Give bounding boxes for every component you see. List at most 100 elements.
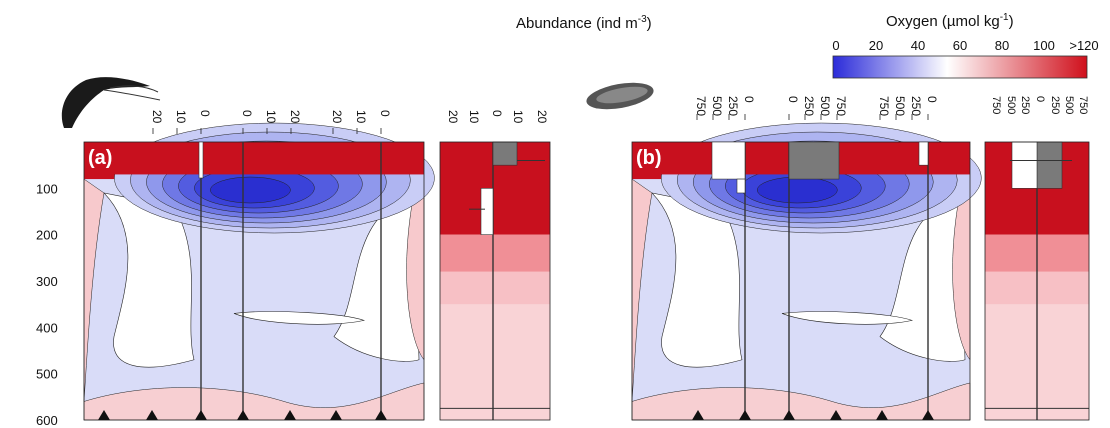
colorbar-tick: 100 [1033, 38, 1055, 53]
station-marker [830, 410, 842, 420]
oxygen-band [952, 178, 971, 361]
summary-tick-label: 10 [467, 110, 481, 124]
station-marker [375, 410, 387, 420]
station-marker [195, 410, 207, 420]
station-marker [146, 410, 158, 420]
profile-tick-label: 750 [877, 96, 891, 116]
colorbar-tick: 0 [832, 38, 840, 53]
profile-tick-label: 0 [786, 96, 800, 103]
profile-tick-label: 20 [150, 110, 164, 124]
profile-tick-label: 10 [264, 110, 278, 124]
station-marker [284, 410, 296, 420]
oxygen-band [83, 382, 425, 421]
krill-antennae [103, 85, 161, 101]
summary-panel [439, 141, 551, 421]
oxygen-contour [757, 176, 838, 204]
abundance-bar [198, 141, 204, 179]
summary-frame [439, 141, 551, 421]
abundance-bar [711, 141, 746, 180]
oxygen-band [406, 178, 425, 361]
profile-tick-label: 20 [330, 110, 344, 124]
profile-tick-label: 10 [174, 110, 188, 124]
summary-tick-label: 0 [1034, 96, 1046, 102]
oxygen-patch [233, 311, 366, 325]
summary-tick-label: 20 [446, 110, 460, 124]
oxygen-contour [210, 176, 291, 204]
y-tick-label: 600 [36, 413, 58, 428]
abundance-bar [736, 178, 746, 194]
summary-tick-label: 500 [1063, 96, 1075, 114]
panel-label: (a) [88, 147, 112, 169]
profile-tick-label: 750 [694, 96, 708, 116]
station-marker [783, 410, 795, 420]
summary-bar-night [1036, 141, 1063, 189]
oxygen-patch [103, 192, 195, 368]
station-marker [922, 410, 934, 420]
summary-panel [984, 141, 1090, 421]
station-marker [330, 410, 342, 420]
colorbar-tick: 20 [868, 38, 884, 53]
summary-tick-label: 0 [490, 110, 504, 117]
summary-tick-label: 10 [511, 110, 525, 124]
summary-bar-day [1011, 141, 1038, 189]
station-marker [692, 410, 704, 420]
station-marker [739, 410, 751, 420]
summary-band [440, 271, 550, 305]
profile-tick-label: 250 [726, 96, 740, 116]
oxygen-band [83, 178, 105, 402]
y-tick-label: 200 [36, 228, 58, 243]
colorbar-title: Oxygen (µmol kg-1) [886, 12, 1014, 30]
y-tick-label: 500 [36, 367, 58, 382]
colorbar-tick: 60 [952, 38, 968, 53]
profile-tick-label: 250 [802, 96, 816, 116]
profile-tick-label: 0 [198, 110, 212, 117]
profile-tick-label: 20 [288, 110, 302, 124]
colorbar-tick: 80 [994, 38, 1010, 53]
oxygen-band [631, 178, 653, 402]
colorbar-title-text: Oxygen (µmol kg [886, 13, 1000, 30]
oxygen-section [83, 122, 435, 421]
copepod-body [596, 86, 648, 104]
oxygen-patch [651, 192, 743, 368]
summary-bar-day [480, 188, 494, 235]
section-frame [83, 141, 425, 421]
abundance-title-sup: -3 [637, 14, 647, 25]
panel-label: (b) [636, 147, 662, 169]
profile-tick-label: 500 [818, 96, 832, 116]
profile-tick-label: 0 [240, 110, 254, 117]
profile-tick-label: 0 [378, 110, 392, 117]
oxygen-patch [781, 311, 914, 325]
summary-frame [984, 141, 1090, 421]
station-marker [98, 410, 110, 420]
profile-tick-label: 500 [710, 96, 724, 116]
summary-bar-night [492, 141, 518, 166]
abundance-axis-title: Abundance (ind m-3) [516, 14, 652, 32]
colorbar-title-tail: ) [1008, 13, 1014, 30]
colorbar-title-sup: -1 [999, 12, 1009, 23]
oxygen-band [631, 382, 971, 421]
profile-tick-label: 250 [909, 96, 923, 116]
y-tick-label: 300 [36, 274, 58, 289]
krill-silhouette [61, 77, 150, 128]
colorbar-tick: >120 [1069, 38, 1099, 53]
profile-tick-label: 0 [742, 96, 756, 103]
colorbar [832, 55, 1088, 79]
summary-tick-label: 250 [1019, 96, 1031, 114]
abundance-title-tail: ) [646, 15, 652, 32]
abundance-title-text: Abundance (ind m [516, 15, 638, 32]
summary-tick-label: 250 [1049, 96, 1061, 114]
summary-band [440, 234, 550, 272]
colorbar-tick: 40 [910, 38, 926, 53]
abundance-bar [918, 141, 929, 166]
profile-tick-label: 10 [354, 110, 368, 124]
surface-layer [84, 142, 424, 175]
station-marker [237, 410, 249, 420]
summary-tick-label: 750 [1077, 96, 1089, 114]
y-tick-label: 100 [36, 181, 58, 196]
profile-tick-label: 500 [893, 96, 907, 116]
summary-tick-label: 20 [535, 110, 549, 124]
y-tick-label: 400 [36, 320, 58, 335]
profile-tick-label: 0 [925, 96, 939, 103]
summary-tick-label: 500 [1005, 96, 1017, 114]
